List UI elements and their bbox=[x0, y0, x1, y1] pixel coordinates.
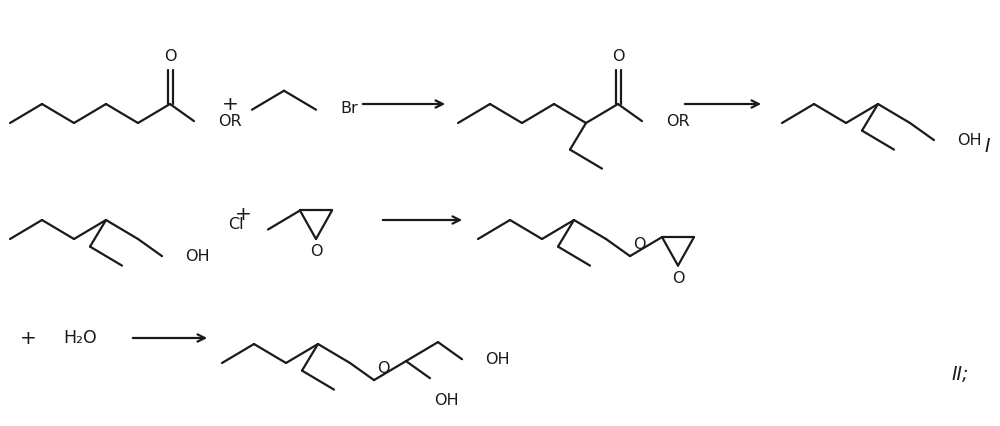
Text: OR: OR bbox=[666, 114, 690, 129]
Text: OH: OH bbox=[485, 352, 510, 367]
Text: OH: OH bbox=[434, 393, 459, 408]
Text: O: O bbox=[672, 271, 684, 286]
Text: O: O bbox=[164, 49, 176, 64]
Text: +: + bbox=[20, 328, 36, 348]
Text: H₂O: H₂O bbox=[63, 329, 97, 347]
Text: OH: OH bbox=[185, 249, 210, 264]
Text: OR: OR bbox=[218, 114, 242, 129]
Text: +: + bbox=[235, 205, 251, 225]
Text: Br: Br bbox=[340, 101, 358, 116]
Text: II;: II; bbox=[951, 365, 969, 383]
Text: O: O bbox=[377, 360, 389, 376]
Text: +: + bbox=[222, 95, 238, 113]
Text: O: O bbox=[310, 245, 322, 259]
Text: O: O bbox=[633, 236, 645, 252]
Text: O: O bbox=[612, 49, 624, 64]
Text: I: I bbox=[984, 136, 990, 155]
Text: OH: OH bbox=[957, 132, 982, 147]
Text: Cl: Cl bbox=[228, 217, 244, 232]
